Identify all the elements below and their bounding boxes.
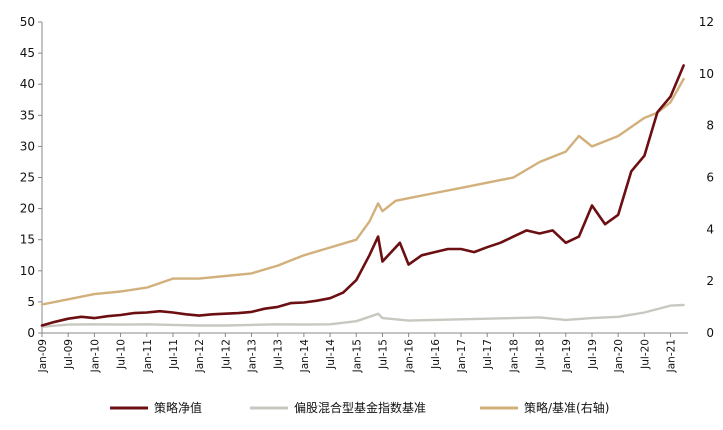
y-right-tick-label: 0: [706, 326, 714, 340]
x-tick-label: Jul-18: [535, 339, 547, 370]
x-tick-label: Jul-19: [587, 339, 599, 370]
series-lines: [40, 64, 685, 328]
series-line-2: [40, 77, 685, 306]
x-tick-label: Jul-14: [325, 339, 337, 370]
y-right-tick-label: 10: [699, 67, 714, 81]
x-tick-label: Jul-13: [273, 339, 285, 370]
x-tick-label: Jan-15: [351, 339, 363, 373]
y-right-tick-label: 6: [706, 171, 714, 185]
y-left-tick-label: 35: [20, 108, 35, 122]
x-tick-label: Jul-12: [220, 339, 232, 370]
y-left-tick-label: 25: [20, 171, 35, 185]
x-tick-label: Jan-17: [456, 339, 468, 373]
x-tick-label: Jan-19: [561, 339, 573, 373]
x-tick-label: Jul-15: [377, 339, 389, 370]
y-left-tick-label: 30: [20, 139, 35, 153]
y-left-tick-label: 0: [27, 326, 35, 340]
x-tick-label: Jul-17: [482, 339, 494, 370]
y-left-tick-label: 5: [27, 295, 35, 309]
y-left-tick-label: 40: [20, 77, 35, 91]
x-tick-label: Jan-20: [613, 339, 625, 373]
legend-label-2: 策略/基准(右轴): [524, 400, 609, 415]
x-tick-label: Jan-13: [247, 339, 259, 373]
x-tick-label: Jan-09: [37, 339, 49, 373]
legend: 策略净值 偏股混合型基金指数基准 策略/基准(右轴): [110, 400, 609, 415]
x-tick-label: Jul-10: [116, 339, 128, 370]
y-right-tick-label: 4: [706, 222, 714, 236]
x-tick-label: Jan-16: [404, 339, 416, 374]
axes: 0 5 10 15 20 25 30 35 40 45 50 0 2 4 6 8 10 12 Jan-09 Jul-0…: [20, 15, 714, 373]
x-tick-label: Jan-18: [508, 339, 520, 373]
series-line-1: [40, 303, 685, 328]
y-right-tick-label: 8: [706, 119, 714, 133]
x-tick-label: Jan-11: [142, 339, 154, 373]
x-tick-label: Jan-12: [194, 339, 206, 373]
x-tick-label: Jul-16: [430, 339, 442, 370]
y-right-tick-label: 2: [706, 274, 714, 288]
x-tick-label: Jan-21: [666, 339, 678, 373]
x-tick-label: Jul-11: [168, 339, 180, 370]
x-tick-label: Jul-20: [639, 339, 651, 370]
x-tick-label: Jan-10: [89, 339, 101, 373]
series-line-0: [40, 64, 685, 327]
y-left-tick-label: 20: [20, 202, 35, 216]
x-tick-label: Jan-14: [299, 339, 311, 374]
legend-label-1: 偏股混合型基金指数基准: [294, 400, 426, 415]
y-left-tick-label: 10: [20, 264, 35, 278]
legend-label-0: 策略净值: [154, 400, 202, 415]
y-left-tick-label: 45: [20, 46, 35, 60]
y-right-tick-label: 12: [699, 15, 714, 29]
y-left-tick-label: 50: [20, 15, 35, 29]
x-tick-label: Jul-09: [63, 339, 75, 370]
y-left-tick-label: 15: [20, 233, 35, 247]
